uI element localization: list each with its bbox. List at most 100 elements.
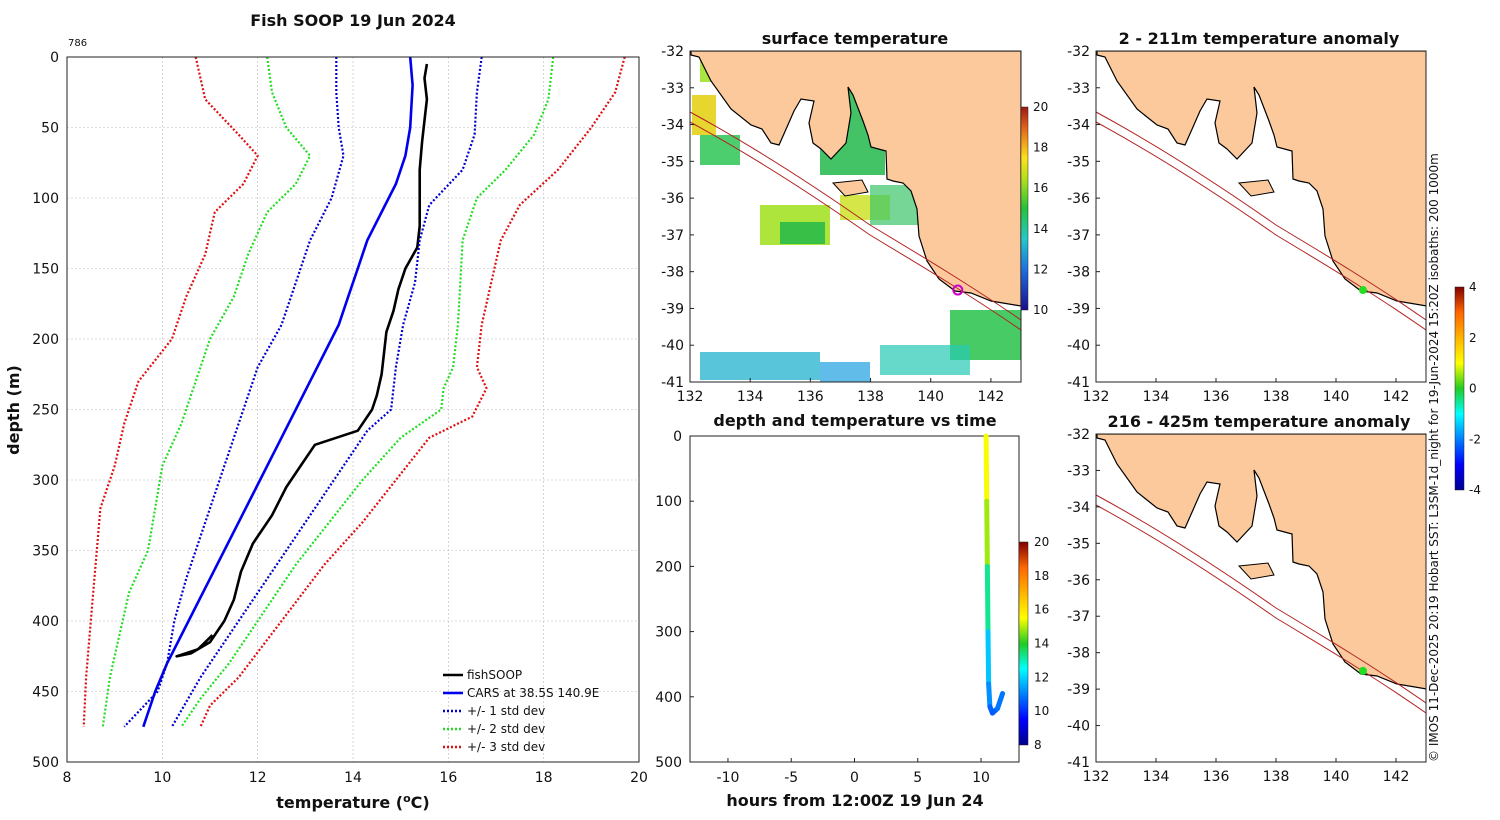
y-tick-label: -37	[661, 228, 684, 244]
x-tick-label: 142	[978, 389, 1005, 405]
x-tick-label: 10	[153, 770, 171, 786]
anomaly-shallow-title: 2 - 211m temperature anomaly	[1119, 29, 1400, 48]
y-tick-label: 50	[41, 121, 59, 137]
y-tick-label: -37	[1067, 609, 1090, 625]
y-tick-label: 0	[673, 429, 682, 445]
anomaly-deep-map	[1096, 434, 1426, 714]
colorbar-tick-label: 16	[1033, 181, 1048, 195]
x-tick-label: 10	[972, 770, 990, 786]
x-tick-label: 138	[1263, 389, 1290, 405]
trace-segment	[994, 691, 1006, 712]
sst-patch	[880, 345, 970, 375]
anomaly-deep-ticks: 132 134 136 138 140 142 -32 -33 -34 -35 -36 -37 -38 -…	[1067, 427, 1409, 785]
trace-segment	[986, 681, 993, 710]
colorbar-tick-label: 20	[1034, 535, 1049, 549]
series-line	[101, 57, 312, 727]
depth-time-colorbar-ticks: 8 10 12 14 16 18 20	[1034, 535, 1049, 752]
series-line	[180, 57, 555, 728]
y-tick-label: -34	[1067, 118, 1090, 134]
depth-time-panel: depth and temperature vs time -10 -5 0 5 100…	[655, 411, 1049, 810]
series-line	[142, 57, 414, 728]
x-tick-label: 18	[535, 770, 553, 786]
y-tick-label: 400	[32, 614, 59, 630]
y-tick-label: 300	[32, 473, 59, 489]
sst-kangaroo-island	[831, 179, 869, 197]
x-tick-label: 138	[857, 389, 884, 405]
sst-isobath-200	[690, 111, 1021, 321]
x-tick-label: 138	[1263, 769, 1290, 785]
profile-ylabel: depth (m)	[4, 365, 23, 455]
anomaly-deep-isobath-200	[1096, 494, 1426, 704]
anomaly-colorbar-ticks: -4 -2 0 2 4	[1469, 280, 1481, 497]
profile-panel: Fish SOOP 19 Jun 2024 786 8 10 12 14 16 18 200…	[4, 11, 648, 812]
sst-patch	[780, 222, 825, 244]
x-tick-label: 132	[1083, 389, 1110, 405]
colorbar-tick-label: 20	[1033, 100, 1048, 114]
legend-label-1std: +/- 1 std dev	[467, 704, 545, 718]
anomaly-shallow-island	[1237, 179, 1275, 197]
y-tick-label: 450	[32, 685, 59, 701]
x-tick-label: 12	[249, 770, 267, 786]
y-tick-label: -41	[661, 375, 684, 391]
profile-ticks: 8 10 12 14 16 18 20050100150200250300350400450…	[32, 50, 648, 786]
x-tick-label: 20	[630, 770, 648, 786]
y-tick-label: -32	[661, 44, 684, 60]
colorbar-tick-label: 8	[1034, 738, 1042, 752]
series-line	[175, 63, 429, 658]
profile-xlabel: temperature (oC)	[276, 792, 429, 813]
legend-label-3std: +/- 3 std dev	[467, 740, 545, 754]
x-tick-label: 16	[439, 770, 457, 786]
x-tick-label: 140	[917, 389, 944, 405]
profile-title: Fish SOOP 19 Jun 2024	[250, 11, 456, 30]
depth-time-title: depth and temperature vs time	[713, 411, 996, 430]
colorbar-tick-label: 10	[1034, 704, 1049, 718]
depth-time-colorbar	[1018, 541, 1029, 746]
sst-title: surface temperature	[762, 29, 949, 48]
x-tick-label: 136	[797, 389, 824, 405]
colorbar-tick-label: 12	[1033, 262, 1048, 276]
colorbar-tick-label: -2	[1469, 432, 1481, 446]
colorbar-tick-label: 14	[1033, 222, 1048, 236]
anomaly-shallow-ticks: 132 134 136 138 140 142 -32 -33 -34 -35 -36 -37 -38 -…	[1067, 44, 1409, 405]
anomaly-shallow-map	[1096, 51, 1426, 331]
x-tick-label: 8	[63, 770, 72, 786]
legend-label-fishsoop: fishSOOP	[467, 668, 522, 682]
colorbar-tick-label: 12	[1034, 670, 1049, 684]
anomaly-shallow-marker	[1359, 286, 1367, 295]
depth-time-xlabel: hours from 12:00Z 19 Jun 24	[726, 791, 983, 810]
anomaly-deep-marker	[1359, 666, 1367, 675]
y-tick-label: 200	[32, 332, 59, 348]
colorbar-tick-label: 18	[1034, 569, 1049, 583]
sst-patch	[700, 352, 820, 380]
y-tick-label: -40	[1067, 338, 1090, 354]
trace-segment	[984, 498, 990, 569]
anomaly-deep-title: 216 - 425m temperature anomaly	[1108, 412, 1411, 431]
x-tick-label: 5	[913, 770, 922, 786]
x-tick-label: 136	[1203, 389, 1230, 405]
y-tick-label: -32	[1067, 427, 1090, 443]
profile-grid	[66, 56, 640, 763]
anomaly-shallow-frame	[1095, 50, 1427, 383]
y-tick-label: 500	[655, 755, 682, 771]
sst-isobath-1000	[690, 121, 1021, 331]
x-tick-label: 132	[677, 389, 704, 405]
profile-legend: fishSOOP CARS at 38.5S 140.9E +/- 1 std …	[443, 668, 599, 754]
y-tick-label: -40	[661, 338, 684, 354]
anomaly-shallow-isobath-200	[1096, 111, 1426, 321]
y-tick-label: 150	[32, 262, 59, 278]
series-line	[82, 57, 259, 727]
y-tick-label: 100	[32, 191, 59, 207]
sst-colorbar	[1020, 106, 1029, 311]
anomaly-deep-isobath-1000	[1096, 504, 1426, 714]
trace-segment	[985, 629, 992, 687]
x-tick-label: 134	[1143, 389, 1170, 405]
colorbar-tick-label: 4	[1469, 280, 1477, 294]
x-tick-label: 0	[850, 770, 859, 786]
y-tick-label: -36	[1067, 573, 1090, 589]
depth-time-frame	[689, 435, 1020, 763]
legend-label-cars: CARS at 38.5S 140.9E	[467, 686, 599, 700]
y-tick-label: -36	[1067, 191, 1090, 207]
x-tick-label: 142	[1383, 769, 1410, 785]
